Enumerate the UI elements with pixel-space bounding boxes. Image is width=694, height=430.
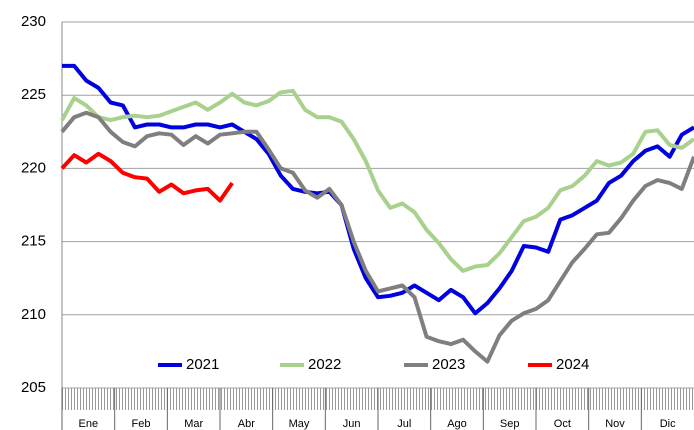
series-line — [60, 110, 694, 364]
x-tick-label: May — [289, 418, 310, 430]
x-tick-label: Jun — [343, 418, 361, 430]
x-tick-label: Ene — [79, 418, 99, 430]
y-tick-label: 215 — [21, 233, 46, 250]
series-line — [60, 88, 694, 273]
x-tick-label: Abr — [238, 418, 255, 430]
x-tick-label: Ago — [447, 418, 467, 430]
y-tick-label: 210 — [21, 306, 46, 323]
x-tick-label: Sep — [500, 418, 520, 430]
x-tick-label: Feb — [132, 418, 151, 430]
legend-label: 2023 — [432, 356, 465, 373]
y-tick-label: 230 — [21, 13, 46, 30]
x-tick-label: Oct — [554, 418, 571, 430]
x-tick-label: Jul — [397, 418, 411, 430]
x-tick-label: Dic — [660, 418, 676, 430]
legend-label: 2022 — [308, 356, 341, 373]
legend-label: 2021 — [186, 356, 219, 373]
x-tick-label: Nov — [605, 418, 625, 430]
y-tick-label: 225 — [21, 86, 46, 103]
y-tick-label: 220 — [21, 159, 46, 176]
series-line — [62, 63, 694, 316]
y-tick-label: 205 — [21, 379, 46, 396]
series-line — [60, 151, 234, 203]
x-tick-label: Mar — [184, 418, 203, 430]
legend-label: 2024 — [556, 356, 589, 373]
